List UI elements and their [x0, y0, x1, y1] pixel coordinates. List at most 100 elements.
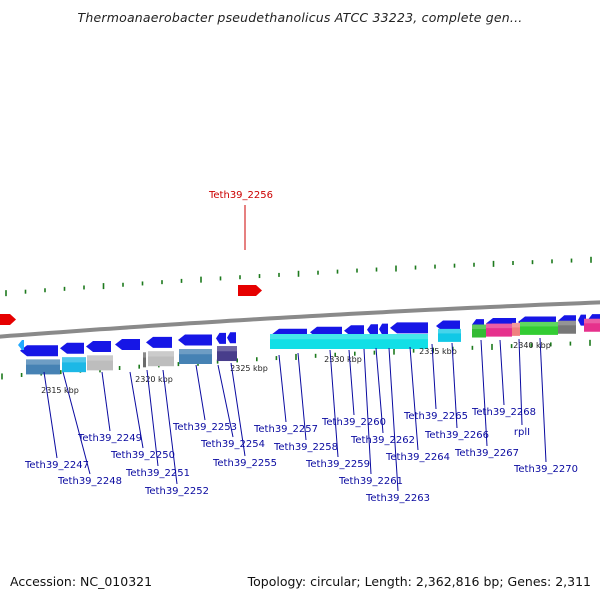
genome-summary-text: Topology: circular; Length: 2,362,816 bp… [247, 574, 591, 589]
scale-tick [161, 280, 163, 285]
gene-arrow[interactable] [216, 332, 226, 344]
feature-sheen [472, 324, 486, 330]
feature-block[interactable] [486, 323, 512, 337]
label-leader [62, 371, 91, 475]
gene-arrow[interactable] [86, 340, 111, 352]
label-leader [518, 338, 523, 426]
gene-arrow[interactable] [367, 324, 378, 336]
scale-tick [434, 264, 436, 269]
scale-tick [60, 370, 62, 375]
gene-label-teth39-2261[interactable]: Teth39_2261 [338, 476, 403, 487]
feature-sheen [512, 322, 520, 328]
scale-tick [219, 276, 222, 281]
feature-block[interactable] [520, 321, 558, 335]
scale-tick [24, 289, 27, 294]
label-leader [363, 348, 372, 475]
scale-tick [278, 272, 280, 277]
scale-label: 2340 kbp [513, 341, 551, 350]
gene-teth39-2256[interactable] [238, 285, 262, 296]
feature-block[interactable] [472, 324, 486, 338]
label-leader [480, 339, 488, 447]
gene-label-teth39-2262[interactable]: Teth39_2262 [350, 435, 415, 446]
label-leader [409, 346, 419, 451]
feature-block-large[interactable] [270, 333, 428, 349]
gene-label-teth39-2264[interactable]: Teth39_2264 [385, 452, 450, 463]
gene-label-teth39-2250[interactable]: Teth39_2250 [110, 450, 175, 461]
feature-block[interactable] [148, 351, 174, 367]
feature-block[interactable] [87, 355, 113, 371]
gene-arrow[interactable] [178, 334, 212, 346]
label-leader [375, 347, 384, 434]
gene-label-teth39-2263[interactable]: Teth39_2263 [365, 493, 430, 504]
label-leader [278, 354, 287, 423]
gene-label-teth39-2259[interactable]: Teth39_2259 [305, 459, 370, 470]
scale-tick [354, 351, 356, 356]
gene-label-teth39-2256[interactable]: Teth39_2256 [208, 190, 273, 201]
label-leader [230, 362, 246, 457]
gene-arrow[interactable] [60, 342, 84, 354]
feature-block[interactable] [26, 359, 60, 375]
scale-tick [473, 262, 475, 267]
gene-fragment[interactable] [18, 340, 24, 350]
scale-tick [551, 259, 553, 264]
label-leader [162, 369, 178, 485]
label-leader [348, 349, 355, 416]
gene-arrow[interactable] [20, 345, 58, 357]
scale-tick [180, 278, 183, 283]
gene-label-teth39-2254[interactable]: Teth39_2254 [200, 439, 265, 450]
gene-arrow[interactable] [227, 332, 236, 344]
gene-label-teth39-2267[interactable]: Teth39_2267 [454, 448, 519, 459]
gene-label-teth39-2266[interactable]: Teth39_2266 [424, 430, 489, 441]
gene-label-teth39-2249[interactable]: Teth39_2249 [77, 433, 142, 444]
gene-label-teth39-2255[interactable]: Teth39_2255 [212, 458, 277, 469]
genome-backbone [0, 300, 600, 339]
gene-label-teth39-2260[interactable]: Teth39_2260 [321, 417, 386, 428]
feature-sheen [558, 320, 576, 326]
gene-arrow[interactable] [344, 325, 364, 337]
feature-block[interactable] [143, 352, 146, 368]
gene-arrow[interactable] [115, 338, 140, 350]
feature-block[interactable] [179, 348, 212, 364]
scale-tick [375, 267, 378, 272]
gene-arrow[interactable] [436, 320, 460, 332]
gene-arrow[interactable] [146, 336, 172, 348]
gene-label-teth39-2268[interactable]: Teth39_2268 [471, 407, 536, 418]
map-title: Thermoanaerobacter pseudethanolicus ATCC… [77, 10, 523, 25]
gene-label-teth39-2251[interactable]: Teth39_2251 [125, 468, 190, 479]
feature-sheen [520, 321, 558, 327]
feature-block[interactable] [438, 328, 461, 342]
scale-tick [239, 275, 241, 280]
feature-block[interactable] [512, 322, 520, 336]
gene-label-rpli[interactable]: rplI [514, 427, 530, 438]
gene-arrow[interactable] [390, 322, 428, 334]
gene-label-teth39-2265[interactable]: Teth39_2265 [403, 411, 468, 422]
gene-label-teth39-2253[interactable]: Teth39_2253 [172, 422, 237, 433]
feature-block[interactable] [217, 346, 237, 362]
scale-tick [63, 286, 66, 291]
gene-label-teth39-2258[interactable]: Teth39_2258 [273, 442, 338, 453]
gene-fragment[interactable] [0, 314, 16, 325]
scale-tick [530, 343, 532, 348]
label-leader [195, 364, 206, 421]
scale-tick [492, 260, 495, 267]
gene-label-teth39-2247[interactable]: Teth39_2247 [24, 460, 89, 471]
feature-block[interactable] [584, 318, 600, 332]
gene-label-teth39-2257[interactable]: Teth39_2257 [253, 424, 318, 435]
gene-label-teth39-2248[interactable]: Teth39_2248 [57, 476, 122, 487]
scale-tick [412, 348, 415, 353]
gene-label-teth39-2252[interactable]: Teth39_2252 [144, 486, 209, 497]
scale-tick [453, 263, 456, 268]
feature-block[interactable] [558, 320, 576, 334]
accession-text: Accession: NC_010321 [10, 574, 153, 589]
scale-tick [471, 345, 474, 350]
feature-sheen [584, 318, 600, 324]
gene-label-teth39-2270[interactable]: Teth39_2270 [513, 464, 578, 475]
feature-sheen [486, 323, 512, 329]
scale-tick [258, 274, 261, 279]
feature-block[interactable] [62, 357, 86, 373]
feature-sheen [148, 351, 174, 357]
feature-sheen [26, 359, 60, 365]
scale-tick [297, 270, 300, 277]
gene-arrow[interactable] [379, 323, 388, 335]
